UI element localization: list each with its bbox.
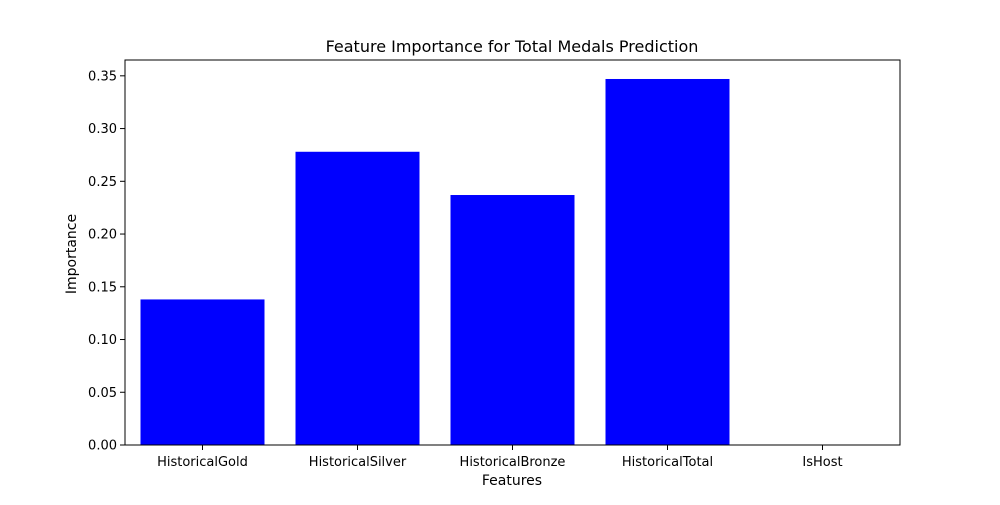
bar-historicaltotal bbox=[605, 78, 730, 445]
y-tick-label: 0.25 bbox=[88, 175, 117, 190]
y-tick-label: 0.10 bbox=[88, 333, 117, 348]
bars-group bbox=[140, 78, 730, 445]
y-axis: 0.00 0.05 0.10 0.15 0.20 0.25 0.30 0.35 bbox=[88, 69, 125, 454]
y-tick-label: 0.30 bbox=[88, 122, 117, 137]
bar-historicalsilver bbox=[295, 151, 420, 445]
x-tick-label: HistoricalGold bbox=[157, 455, 248, 470]
x-tick-label: HistoricalSilver bbox=[309, 455, 407, 470]
x-tick-label: IsHost bbox=[802, 455, 842, 470]
y-axis-label: Importance bbox=[64, 214, 80, 294]
y-tick-label: 0.05 bbox=[88, 386, 117, 401]
bar-historicalgold bbox=[140, 299, 265, 445]
x-tick-label: HistoricalTotal bbox=[622, 455, 713, 470]
x-axis: HistoricalGold HistoricalSilver Historical… bbox=[157, 445, 843, 470]
y-tick-label: 0.15 bbox=[88, 280, 117, 295]
y-tick-label: 0.35 bbox=[88, 69, 117, 84]
y-tick-label: 0.20 bbox=[88, 228, 117, 243]
y-tick-label: 0.00 bbox=[88, 439, 117, 454]
x-axis-label: Features bbox=[482, 473, 542, 489]
chart-title: Feature Importance for Total Medals Pred… bbox=[326, 37, 699, 56]
x-tick-label: HistoricalBronze bbox=[460, 455, 566, 470]
bar-historicalbronze bbox=[450, 195, 575, 445]
plot-frame bbox=[124, 59, 901, 446]
